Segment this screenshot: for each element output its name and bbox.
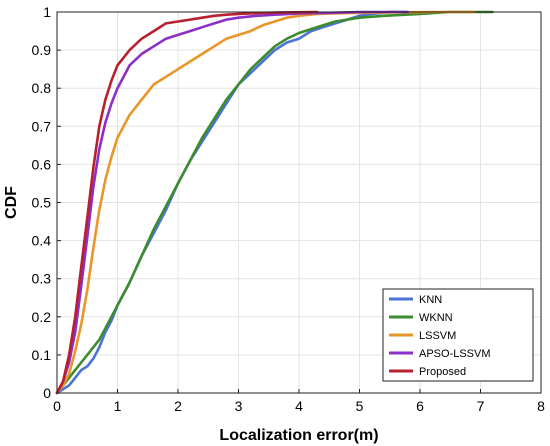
y-tick-label: 0.1: [32, 347, 52, 363]
series-line-apso-lssvm: [55, 10, 410, 395]
x-tick-label: 0: [53, 398, 61, 414]
series-line-proposed: [55, 10, 319, 395]
y-tick-label: 0.7: [32, 118, 52, 134]
x-tick-label: 5: [356, 398, 364, 414]
x-tick-label: 3: [235, 398, 243, 414]
legend-label: KNN: [419, 294, 442, 306]
legend-label: Proposed: [419, 366, 466, 378]
legend: KNN WKNN LSSVM APSO-LSSVM Proposed: [382, 288, 534, 382]
legend-label: WKNN: [419, 312, 453, 324]
y-axis-label: CDF: [3, 186, 20, 219]
x-tick-label: 4: [295, 398, 303, 414]
y-tick-label: 0.6: [32, 156, 52, 172]
series-line-lssvm: [55, 10, 476, 395]
x-tick-label: 1: [114, 398, 122, 414]
x-tick-label: 6: [416, 398, 424, 414]
legend-label: APSO-LSSVM: [419, 348, 491, 360]
y-tick-label: 0.3: [32, 271, 52, 287]
y-tick-label: 0.9: [32, 42, 52, 58]
x-tick-labels: 0 1 2 3 4 5 6 7 8: [53, 398, 545, 414]
axes-box: [56, 11, 542, 394]
y-tick-label: 1: [43, 4, 51, 20]
legend-label: LSSVM: [419, 330, 456, 342]
x-tick-label: 8: [537, 398, 545, 414]
y-tick-label: 0.2: [32, 309, 52, 325]
y-tick-label: 0.8: [32, 80, 52, 96]
x-tick-label: 2: [174, 398, 182, 414]
x-axis-label: Localization error(m): [219, 427, 378, 444]
x-tick-label: 7: [477, 398, 485, 414]
y-tick-label: 0: [43, 385, 51, 401]
y-tick-label: 0.4: [32, 233, 52, 249]
series-line-wknn: [55, 10, 494, 395]
y-tick-labels: 0 0.1 0.2 0.3 0.4 0.5 0.6 0.7 0.8 0.9 1: [32, 4, 52, 401]
y-tick-label: 0.5: [32, 195, 52, 211]
series-lines: [55, 10, 494, 395]
